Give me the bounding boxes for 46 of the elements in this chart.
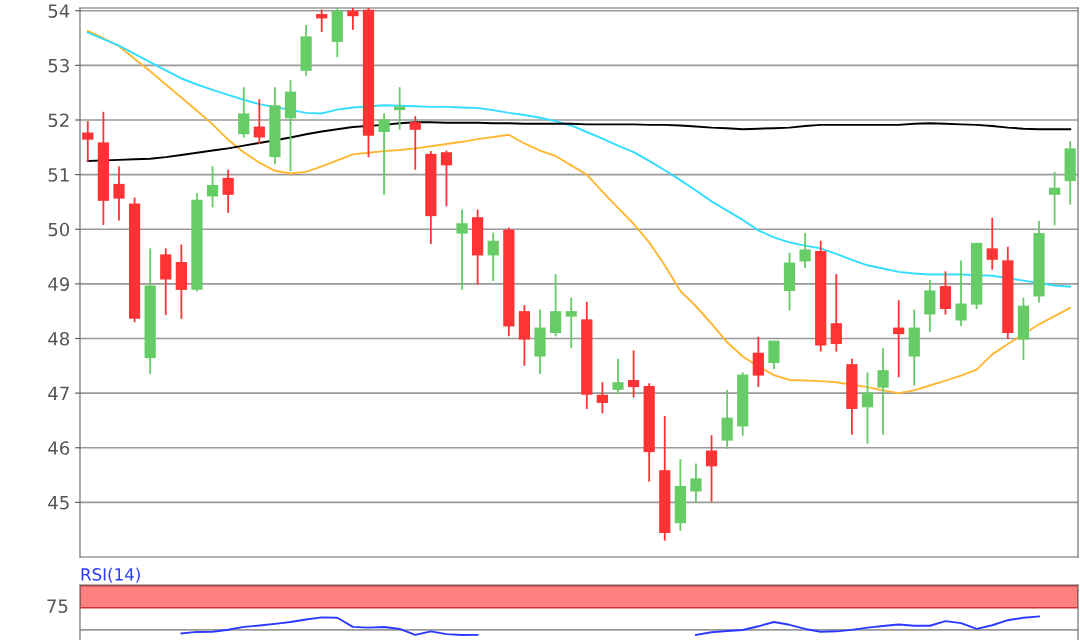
- candlestick: [768, 339, 780, 370]
- candlestick: [705, 434, 718, 503]
- line-series: [86, 29, 1072, 395]
- line-series: [86, 31, 1072, 288]
- candlestick: [721, 388, 733, 450]
- y-tick-label: 54: [48, 4, 70, 18]
- candlestick: [877, 347, 889, 436]
- y-tick-label: 52: [48, 113, 69, 128]
- candlestick: [238, 86, 250, 139]
- candlestick: [550, 273, 562, 338]
- candlestick: [565, 296, 577, 350]
- y-tick-label: 50: [48, 222, 70, 237]
- candlestick: [690, 462, 702, 504]
- candlestick: [830, 273, 842, 353]
- y-tick-label: 48: [48, 331, 70, 346]
- candlestick: [861, 371, 874, 445]
- y-tick-label: 49: [48, 277, 70, 291]
- candlestick: [799, 232, 811, 269]
- candlestick: [612, 357, 624, 395]
- candlestick: [627, 349, 640, 399]
- y-tick-label: 53: [48, 58, 69, 73]
- candlestick: [222, 168, 234, 214]
- candlestick: [752, 335, 764, 389]
- band-label: 75: [47, 599, 68, 613]
- candlestick: [596, 381, 608, 415]
- candlestick: [1049, 170, 1061, 227]
- candlestick: [82, 120, 94, 163]
- y-tick-label: 46: [48, 441, 70, 455]
- candlestick: [440, 149, 453, 208]
- candlestick: [206, 165, 219, 209]
- candlestick: [113, 165, 125, 222]
- candlestick: [409, 115, 421, 171]
- candlestick: [347, 8, 359, 31]
- candlestick: [986, 216, 998, 271]
- candlestick: [939, 270, 952, 316]
- chart-title: RSI(14): [81, 567, 140, 583]
- y-tick-label: 47: [48, 386, 69, 400]
- candlestick: [456, 208, 468, 291]
- candlestick: [378, 112, 390, 196]
- y-tick-label: 51: [48, 168, 69, 182]
- y-tick-label: 45: [48, 496, 69, 510]
- candlestick: [955, 259, 967, 327]
- candlestick: [316, 8, 328, 33]
- candlestick: [487, 231, 499, 283]
- candlestick: [394, 86, 406, 131]
- line-series: [86, 121, 1072, 162]
